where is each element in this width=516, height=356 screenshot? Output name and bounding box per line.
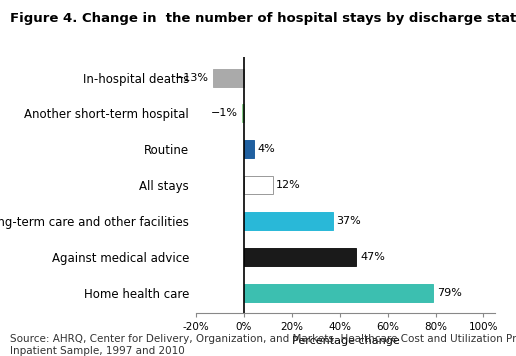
Bar	[244, 176, 272, 194]
Text: 47%: 47%	[360, 252, 385, 262]
Bar	[244, 284, 433, 302]
Text: −13%: −13%	[175, 73, 209, 83]
Bar	[241, 104, 244, 122]
Bar	[244, 212, 332, 230]
Text: 37%: 37%	[336, 216, 361, 226]
Text: 12%: 12%	[276, 180, 301, 190]
Text: 4%: 4%	[257, 144, 275, 154]
Text: −1%: −1%	[211, 109, 238, 119]
Text: Figure 4. Change in  the number of hospital stays by discharge status, 1997–2010: Figure 4. Change in the number of hospit…	[10, 12, 516, 26]
Bar	[244, 248, 357, 266]
X-axis label: Percentage change: Percentage change	[292, 336, 399, 346]
Bar	[244, 140, 253, 158]
Bar	[213, 69, 244, 87]
Text: Source: AHRQ, Center for Delivery, Organization, and Markets, Healthcare Cost an: Source: AHRQ, Center for Delivery, Organ…	[10, 334, 516, 356]
Text: 79%: 79%	[437, 288, 462, 298]
